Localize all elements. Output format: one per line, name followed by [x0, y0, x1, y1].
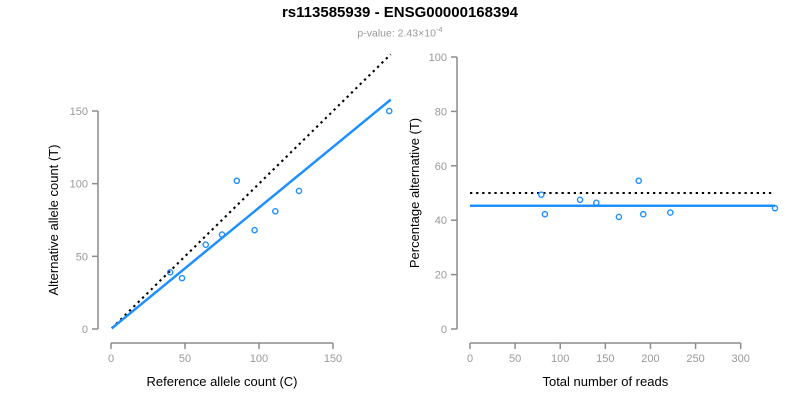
y-tick-label: 50: [76, 251, 88, 263]
x-tick-label: 100: [250, 353, 268, 365]
x-tick-label: 50: [179, 353, 191, 365]
y-tick-label: 60: [435, 161, 447, 173]
x-tick-label: 50: [509, 353, 521, 365]
x-tick-label: 0: [467, 353, 473, 365]
data-point: [233, 177, 241, 185]
data-point: [385, 107, 393, 115]
data-point: [639, 210, 647, 218]
y-tick-label: 40: [435, 215, 447, 227]
y-axis-label: Alternative allele count (T): [46, 144, 61, 295]
chart-percentage-vs-reads: 0 50 100 150 200 250 300 0 20 40 60 80 100 Total numb…: [407, 52, 779, 389]
regression-line: [110, 98, 392, 330]
figure-title: rs113585939 - ENSG00000168394: [281, 4, 519, 21]
data-point: [202, 241, 210, 249]
y-tick-label: 80: [435, 106, 447, 118]
data-point: [593, 199, 600, 207]
data-point: [576, 196, 584, 204]
chart-allele-counts: 0 50 100 150 0 50 100 150 Reference allele count…: [46, 53, 393, 389]
data-point: [667, 209, 674, 216]
x-tick-label: 150: [324, 353, 342, 365]
data-point: [537, 191, 545, 198]
y-tick-label: 0: [441, 324, 447, 336]
figure-subtitle: p-value: 2.43×10-4: [0, 25, 800, 40]
x-tick-label: 150: [596, 353, 614, 365]
y-tick-label: 100: [429, 52, 447, 64]
data-point: [178, 274, 186, 282]
data-point: [295, 187, 303, 195]
data-point: [218, 231, 226, 238]
pvalue-exponent: -4: [435, 25, 443, 34]
x-axis-label: Reference allele count (C): [146, 374, 297, 389]
y-tick-label: 150: [70, 106, 88, 118]
y-tick-label: 20: [435, 270, 447, 282]
identity-line: [111, 53, 392, 330]
data-point: [635, 177, 643, 185]
y-tick-label: 100: [70, 179, 88, 191]
x-tick-label: 200: [641, 353, 659, 365]
x-tick-label: 0: [108, 353, 114, 365]
data-point: [166, 269, 174, 276]
x-tick-label: 100: [551, 353, 569, 365]
data-point: [771, 204, 779, 212]
x-axis-label: Total number of reads: [542, 374, 668, 389]
y-tick-label: 0: [82, 324, 88, 336]
pvalue-text: p-value: 2.43×10: [357, 27, 436, 40]
data-point: [271, 207, 279, 215]
x-tick-label: 300: [732, 353, 750, 365]
data-point: [615, 213, 623, 221]
data-point: [251, 226, 258, 234]
x-tick-label: 250: [686, 353, 704, 365]
data-point: [541, 210, 549, 218]
y-axis-label: Percentage alternative (T): [407, 118, 422, 268]
